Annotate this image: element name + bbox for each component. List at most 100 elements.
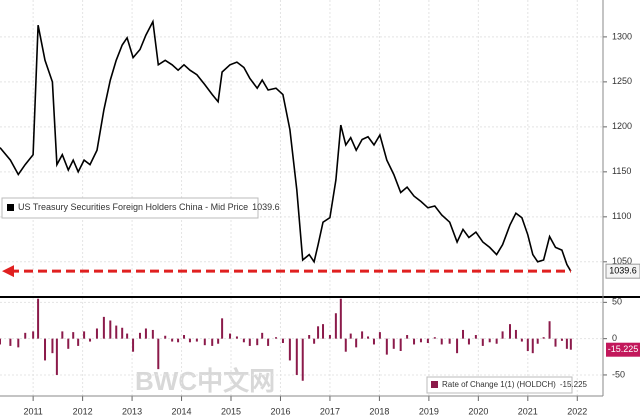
roc-bar xyxy=(339,298,342,339)
roc-bar xyxy=(83,331,86,339)
roc-bar xyxy=(536,338,539,344)
roc-bar xyxy=(569,338,572,350)
roc-bar xyxy=(72,332,75,339)
x-tick-label: 2012 xyxy=(73,406,93,416)
roc-bar xyxy=(565,338,568,349)
y-tick-label: 50 xyxy=(612,297,622,307)
roc-bar xyxy=(349,333,352,339)
roc-bar xyxy=(322,324,325,339)
roc-bar xyxy=(203,338,206,346)
legend-value: 1039.6 xyxy=(252,202,280,212)
roc-bar xyxy=(171,338,174,342)
roc-bar xyxy=(481,338,484,346)
last-value-box xyxy=(606,342,640,357)
roc-bar xyxy=(235,336,238,339)
roc-bar xyxy=(138,332,141,339)
roc-bar xyxy=(367,336,370,339)
roc-bar xyxy=(217,338,220,344)
roc-bar xyxy=(385,338,388,355)
roc-bar xyxy=(102,316,105,339)
roc-bar xyxy=(183,335,186,339)
roc-bar xyxy=(32,331,35,339)
x-tick-label: 2016 xyxy=(270,406,290,416)
roc-bar xyxy=(467,338,470,345)
roc-bar xyxy=(61,331,64,339)
roc-bar xyxy=(456,338,459,354)
y-tick-label: 1050 xyxy=(612,256,632,266)
roc-bar xyxy=(211,338,214,346)
roc-bar xyxy=(440,338,443,345)
roc-bar xyxy=(256,338,259,346)
roc-bar xyxy=(109,320,112,339)
y-tick-label: -50 xyxy=(612,369,625,379)
roc-bar xyxy=(531,338,534,354)
roc-bar xyxy=(372,338,375,345)
legend-name: Rate of Change 1(1) (HOLDCH) xyxy=(442,380,556,389)
roc-bar xyxy=(413,338,416,345)
roc-bar xyxy=(44,338,47,361)
roc-bar xyxy=(17,338,20,348)
roc-bar xyxy=(0,338,1,345)
x-tick-label: 2013 xyxy=(122,406,142,416)
x-tick-label: 2011 xyxy=(23,406,42,416)
last-value-label: -15.225 xyxy=(608,344,639,354)
roc-bar xyxy=(542,337,545,339)
roc-bar xyxy=(261,332,264,339)
legend-box xyxy=(1,197,259,219)
legend-swatch xyxy=(7,204,14,211)
roc-bar xyxy=(514,329,517,339)
last-value-label: 1039.6 xyxy=(609,266,637,276)
roc-bar xyxy=(9,338,12,346)
level-arrow-head xyxy=(2,265,14,278)
x-tick-label: 2017 xyxy=(320,406,340,416)
last-value-box xyxy=(605,263,640,279)
roc-bar xyxy=(560,338,563,341)
roc-bar xyxy=(334,313,337,339)
roc-bar xyxy=(281,338,284,344)
roc-bar xyxy=(67,338,70,349)
roc-bar xyxy=(144,328,147,339)
roc-bar xyxy=(77,338,80,346)
y-tick-label: 1300 xyxy=(612,31,632,41)
roc-bar xyxy=(328,335,331,339)
roc-bar xyxy=(301,338,304,381)
roc-bar xyxy=(151,329,154,339)
roc-bar xyxy=(242,338,245,343)
legend-box xyxy=(426,376,573,394)
roc-bar xyxy=(89,338,92,342)
roc-bar xyxy=(419,338,422,343)
y-tick-label: 1200 xyxy=(612,121,632,131)
roc-bar xyxy=(55,338,58,375)
roc-bar xyxy=(548,321,551,339)
roc-bar xyxy=(51,338,54,354)
x-tick-label: 2020 xyxy=(468,406,488,416)
price-line xyxy=(0,18,572,272)
roc-bar xyxy=(248,338,251,346)
roc-bar xyxy=(295,338,298,375)
roc-bar xyxy=(426,338,429,344)
roc-bar xyxy=(355,338,358,348)
roc-bar xyxy=(495,338,498,344)
legend-label: Rate of Change 1(1) (HOLDCH) -15.225 xyxy=(442,380,588,389)
roc-bar xyxy=(37,298,40,339)
x-tick-label: 2015 xyxy=(221,406,241,416)
y-tick-label: 1100 xyxy=(612,211,631,221)
legend-value: -15.225 xyxy=(560,380,588,389)
y-tick-label: 1150 xyxy=(612,166,631,176)
roc-bar xyxy=(406,335,409,339)
roc-bar xyxy=(288,338,291,361)
x-tick-label: 2014 xyxy=(172,406,192,416)
roc-bar xyxy=(526,338,529,351)
roc-bar xyxy=(275,337,278,339)
roc-bar xyxy=(221,318,224,339)
roc-bar xyxy=(392,338,395,349)
roc-bar xyxy=(344,338,347,352)
roc-bar xyxy=(132,338,135,352)
roc-bar xyxy=(520,338,523,342)
x-tick-label: 2019 xyxy=(419,406,439,416)
roc-bar xyxy=(177,338,180,343)
roc-bar xyxy=(24,332,27,339)
roc-bar xyxy=(126,333,129,339)
roc-bar xyxy=(433,337,436,339)
